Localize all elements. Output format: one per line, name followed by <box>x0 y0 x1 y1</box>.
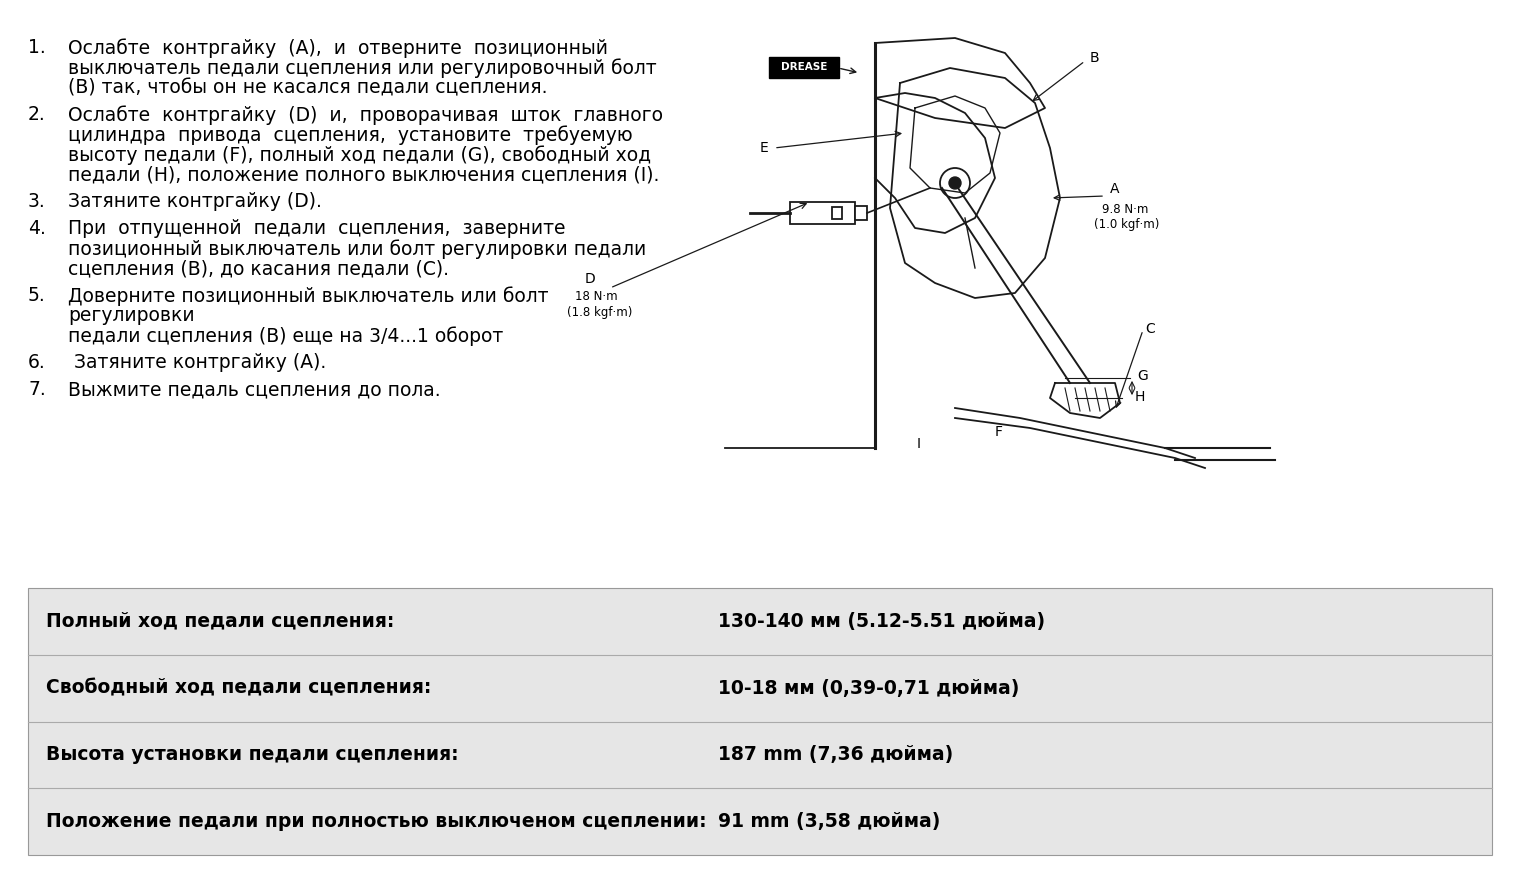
Text: 1.: 1. <box>27 38 46 57</box>
Text: 187 mm (7,36 дюйма): 187 mm (7,36 дюйма) <box>718 745 954 765</box>
Text: Затяните контргайку (D).: Затяните контргайку (D). <box>68 192 322 211</box>
Text: Ослабте  контргайку  (D)  и,  проворачивая  шток  главного: Ослабте контргайку (D) и, проворачивая ш… <box>68 105 662 125</box>
Text: 9.8 N·m: 9.8 N·m <box>1101 203 1148 216</box>
Text: педали (Н), положение полного выключения сцепления (I).: педали (Н), положение полного выключения… <box>68 165 659 184</box>
Text: Высота установки педали сцепления:: Высота установки педали сцепления: <box>46 745 459 765</box>
Circle shape <box>949 177 962 189</box>
Text: педали сцепления (В) еще на 3/4...1 оборот: педали сцепления (В) еще на 3/4...1 обор… <box>68 326 503 345</box>
Text: 6.: 6. <box>27 353 46 372</box>
Text: E: E <box>760 141 769 155</box>
Text: Выжмите педаль сцепления до пола.: Выжмите педаль сцепления до пола. <box>68 380 441 399</box>
Text: (1.8 kgf·m): (1.8 kgf·m) <box>567 306 632 319</box>
Text: 5.: 5. <box>27 286 46 305</box>
Text: Положение педали при полностью выключеном сцеплении:: Положение педали при полностью выключено… <box>46 812 706 831</box>
Text: высоту педали (F), полный ход педали (G), свободный ход: высоту педали (F), полный ход педали (G)… <box>68 145 652 165</box>
Text: При  отпущенной  педали  сцепления,  заверните: При отпущенной педали сцепления, заверни… <box>68 219 565 238</box>
Text: Полный ход педали сцепления:: Полный ход педали сцепления: <box>46 612 395 630</box>
Text: 4.: 4. <box>27 219 46 238</box>
Text: 91 mm (3,58 дюйма): 91 mm (3,58 дюйма) <box>718 812 940 831</box>
Text: Затяните контргайку (А).: Затяните контргайку (А). <box>68 353 327 372</box>
Text: 10-18 мм (0,39-0,71 дюйма): 10-18 мм (0,39-0,71 дюйма) <box>718 679 1019 698</box>
Text: Ослабте  контргайку  (А),  и  отверните  позиционный: Ослабте контргайку (А), и отверните пози… <box>68 38 608 57</box>
Text: Доверните позиционный выключатель или болт: Доверните позиционный выключатель или бо… <box>68 286 548 306</box>
Text: B: B <box>1091 51 1100 65</box>
Text: H: H <box>1135 390 1145 404</box>
Bar <box>790 202 855 224</box>
Text: Свободный ход педали сцепления:: Свободный ход педали сцепления: <box>46 679 431 698</box>
Text: I: I <box>917 437 921 451</box>
Bar <box>855 206 867 220</box>
Bar <box>27 588 1492 855</box>
Text: (1.0 kgf·m): (1.0 kgf·m) <box>1094 218 1159 231</box>
Text: DREASE: DREASE <box>781 62 828 72</box>
Bar <box>832 207 842 219</box>
Text: F: F <box>995 425 1003 439</box>
Text: 7.: 7. <box>27 380 46 399</box>
Text: сцепления (В), до касания педали (С).: сцепления (В), до касания педали (С). <box>68 259 450 278</box>
Text: 3.: 3. <box>27 192 46 211</box>
FancyBboxPatch shape <box>769 57 838 78</box>
Text: 2.: 2. <box>27 105 46 124</box>
Text: D: D <box>585 272 595 286</box>
Text: выключатель педали сцепления или регулировочный болт: выключатель педали сцепления или регулир… <box>68 58 656 78</box>
Text: цилиндра  привода  сцепления,  установите  требуемую: цилиндра привода сцепления, установите т… <box>68 125 632 145</box>
Text: регулировки: регулировки <box>68 306 194 325</box>
Text: позиционный выключатель или болт регулировки педали: позиционный выключатель или болт регулир… <box>68 239 646 259</box>
Text: 18 N·m: 18 N·m <box>576 290 618 303</box>
Text: (В) так, чтобы он не касался педали сцепления.: (В) так, чтобы он не касался педали сцеп… <box>68 78 547 97</box>
Text: C: C <box>1145 322 1154 336</box>
Text: 130-140 мм (5.12-5.51 дюйма): 130-140 мм (5.12-5.51 дюйма) <box>718 612 1045 630</box>
Text: G: G <box>1138 369 1148 383</box>
Text: A: A <box>1110 182 1120 196</box>
